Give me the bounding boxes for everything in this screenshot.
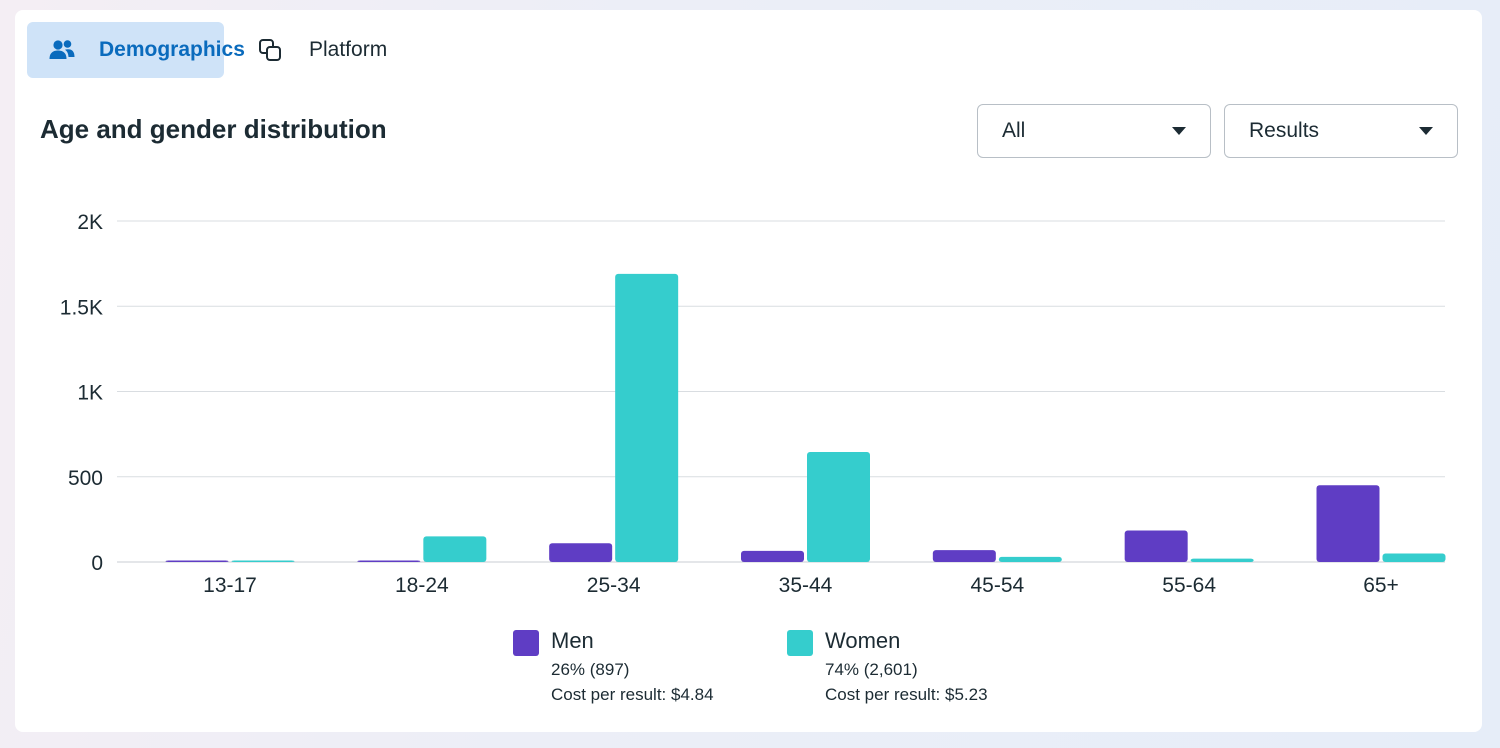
tab-platform-label: Platform	[309, 38, 388, 61]
legend-women-name: Women	[825, 628, 901, 653]
legend-women-swatch	[787, 630, 813, 656]
y-tick-label: 500	[68, 467, 103, 490]
caret-down-icon	[1419, 127, 1433, 135]
tab-platform[interactable]: Platform	[237, 22, 406, 78]
legend-men-swatch	[513, 630, 539, 656]
people-icon	[49, 37, 75, 63]
bar-men	[357, 560, 421, 562]
bar-women	[1190, 558, 1254, 562]
legend-men-cost: Cost per result: $4.84	[551, 685, 714, 704]
x-tick-label: 25-34	[587, 574, 641, 597]
x-tick-label: 18-24	[395, 574, 449, 597]
x-tick-label: 65+	[1363, 574, 1399, 597]
bar-women	[807, 452, 870, 562]
bar-men	[1316, 485, 1380, 562]
x-tick-label: 13-17	[203, 574, 257, 597]
caret-down-icon	[1172, 127, 1186, 135]
bar-chart: 0 500 1K 1.5K 2K 13-17 18-24 25-34 35-44 45-54 55-…	[60, 211, 1446, 597]
tab-demographics-label: Demographics	[99, 38, 245, 61]
y-tick-label: 1K	[77, 382, 103, 405]
bar-women	[231, 560, 295, 562]
legend-women-share: 74% (2,601)	[825, 660, 918, 679]
age-gender-card: Demographics Platform Age and gender dis…	[15, 10, 1482, 732]
bar-men	[549, 543, 613, 562]
legend-men-share: 26% (897)	[551, 660, 630, 679]
bar-women	[998, 556, 1062, 562]
bar-women	[1382, 553, 1446, 562]
x-tick-label: 35-44	[779, 574, 833, 597]
metric-filter-value: Results	[1249, 119, 1320, 142]
metric-filter-dropdown[interactable]: Results	[1224, 104, 1458, 158]
bar-men	[165, 560, 229, 562]
legend-men: Men 26% (897) Cost per result: $4.84	[513, 628, 753, 718]
bar-women	[615, 273, 679, 562]
legend-women: Women 74% (2,601) Cost per result: $5.23	[787, 628, 1027, 718]
audience-filter-value: All	[1002, 119, 1026, 142]
legend-women-cost: Cost per result: $5.23	[825, 685, 988, 704]
y-tick-label: 0	[91, 552, 103, 575]
bar-women	[423, 536, 487, 562]
bar-men	[932, 550, 996, 562]
audience-filter-dropdown[interactable]: All	[977, 104, 1211, 158]
x-tick-label: 45-54	[970, 574, 1024, 597]
y-tick-label: 1.5K	[60, 296, 103, 319]
tab-bar: Demographics Platform	[27, 22, 406, 78]
x-tick-label: 55-64	[1162, 574, 1216, 597]
section-title: Age and gender distribution	[40, 114, 387, 144]
bar-men	[741, 550, 804, 562]
bar-men	[1124, 530, 1188, 562]
legend-men-name: Men	[551, 628, 594, 653]
tab-demographics[interactable]: Demographics	[27, 22, 245, 78]
y-tick-label: 2K	[77, 211, 103, 234]
stacked-squares-icon	[257, 37, 283, 63]
